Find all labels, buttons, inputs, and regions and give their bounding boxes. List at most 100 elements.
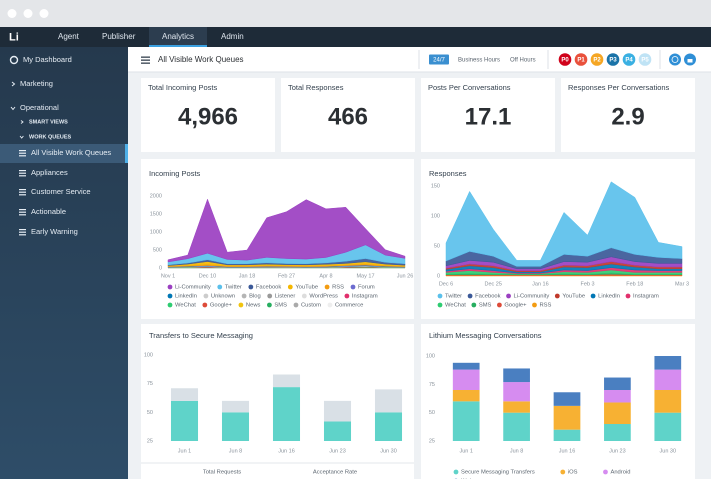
legend-label: RSS [332,285,344,291]
legend-label: Listener [275,294,296,300]
x-tick-label: Jun 8 [510,448,523,454]
legend-label: WeChat [175,303,196,309]
priority-chip[interactable] [590,53,604,66]
y-tick-label: 1000 [150,229,162,235]
sidebar-item[interactable]: Actionable [31,207,66,216]
hours-option[interactable]: Off Hours [510,58,536,64]
y-tick-label: 150 [431,183,440,189]
legend-swatch [497,302,502,308]
legend-swatch [560,469,566,475]
legend-label: Android [610,470,630,476]
y-tick-label: 50 [147,410,153,416]
nav-tab[interactable]: Analytics [162,32,194,41]
badge[interactable] [429,54,449,65]
priority-chip[interactable] [558,53,572,66]
priority-chip[interactable] [622,53,636,66]
legend-swatch [167,302,173,308]
legend-swatch [238,302,244,308]
legend-swatch [350,284,356,290]
legend-swatch [437,293,443,299]
nav-tab[interactable]: Agent [58,32,80,41]
x-tick-label: Jun 30 [660,448,677,454]
sidebar-item[interactable]: Marketing [20,79,53,88]
y-tick-label: 2000 [150,193,162,199]
legend-swatch [287,284,293,290]
y-tick-label: 75 [147,381,153,387]
bar-segment [604,377,631,390]
legend-swatch [202,302,208,308]
sidebar-section[interactable]: SMART VIEWS [29,119,68,125]
sidebar-item[interactable]: Appliances [31,168,68,177]
sidebar [0,47,128,479]
legend-swatch [554,293,560,299]
sidebar-item[interactable]: Early Warning [31,227,78,236]
priority-chip[interactable] [638,53,652,66]
chevron [19,135,24,139]
x-tick-label: Dec 25 [484,281,501,287]
sidebar-section[interactable]: WORK QUEUES [29,134,72,140]
bar-segment [272,387,301,441]
x-tick-label: Jun 16 [559,448,576,454]
chevron [11,81,16,87]
globe-ring [671,56,679,63]
x-tick-label: Jun 16 [278,448,295,454]
nav-tab[interactable]: Publisher [102,32,136,41]
nav-tab[interactable]: Admin [221,32,244,41]
bar-segment [374,389,403,413]
hours-option[interactable]: Business Hours [458,58,500,64]
menu-icon [141,56,150,64]
y-tick-label: 50 [434,243,440,249]
sidebar-item[interactable]: Customer Service [31,187,91,196]
legend-label: Google+ [504,303,527,309]
y-tick-label: 25 [429,438,435,444]
badge-label: 24/7 [433,57,445,63]
priority-label: P5 [641,58,649,64]
legend-label: YouTube [295,285,318,291]
legend-label: Li-Community [514,294,550,300]
bar-segment [374,412,403,441]
active-marker [125,144,128,163]
bar-segment [553,429,581,441]
legend-swatch [590,293,596,299]
legend-swatch [267,293,273,299]
sidebar-item[interactable]: All Visible Work Queues [31,148,111,157]
y-tick-label: 100 [426,353,435,359]
bar-segment [221,400,250,413]
legend-label: Commerce [335,303,363,309]
globe-icon[interactable] [669,53,681,66]
legend-label: RSS [539,303,551,309]
x-tick-label: Jan 16 [532,281,549,287]
y-tick-label: 1500 [150,211,162,217]
legend-swatch [471,302,477,308]
priority-chip[interactable] [606,53,620,66]
window-dot [39,9,49,18]
y-tick-label: 50 [429,410,435,416]
area [445,181,683,267]
legend-swatch [327,302,333,308]
browser-bar [0,0,711,27]
stat-title: Total Incoming Posts [148,83,217,92]
legend-label: Unknown [211,294,235,300]
bar-segment [221,412,250,441]
logo: Li [9,31,19,43]
sidebar-item[interactable]: My Dashboard [23,55,72,64]
legend-label: Twitter [445,294,462,300]
y-tick-label: 500 [153,247,162,253]
y-tick-label: 0 [437,273,440,279]
legend-swatch [241,293,247,299]
stat-value: 17.1 [465,103,512,130]
legend-label: LinkedIn [175,294,197,300]
sidebar-item[interactable]: Operational [20,103,59,112]
legend-swatch [248,284,254,290]
bar-segment [604,402,631,424]
dashboard-icon [9,55,19,65]
priority-label: P4 [625,58,633,64]
priority-chip[interactable] [574,53,588,66]
y-tick-label: 100 [144,352,153,358]
legend-swatch [344,293,350,299]
x-tick-label: Jun 26 [397,273,414,279]
bar-segment [452,401,480,441]
chart-title: Responses [429,169,467,178]
summary-label: Acceptance Rate [313,470,357,476]
